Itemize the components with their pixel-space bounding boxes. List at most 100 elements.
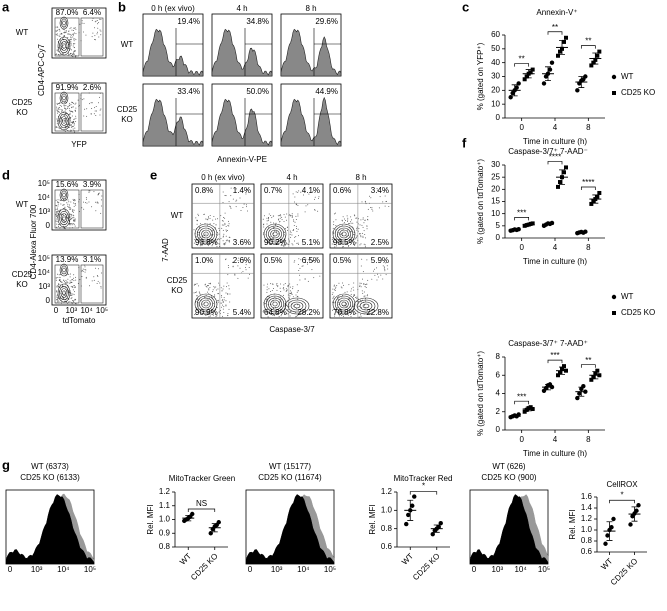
event-dot	[341, 314, 343, 316]
event-dot	[213, 286, 215, 288]
event-dot	[222, 229, 224, 231]
event-dot	[65, 112, 67, 114]
contour	[203, 301, 209, 307]
error-bar	[592, 194, 599, 204]
quadrant-percent: 6.5%	[302, 256, 320, 265]
event-dot	[57, 285, 59, 287]
row-label: WT	[121, 40, 134, 49]
event-dot	[221, 296, 223, 298]
contour	[339, 299, 349, 309]
event-dot	[356, 297, 358, 299]
event-dot	[223, 306, 225, 308]
event-dot	[268, 213, 270, 215]
event-dot	[58, 111, 60, 113]
row-label: CD25 KO	[167, 276, 188, 295]
event-dot	[75, 298, 77, 300]
event-dot	[371, 278, 373, 280]
event-dot	[63, 298, 65, 300]
event-dot	[218, 311, 220, 313]
event-dot	[99, 29, 101, 31]
event-dot	[71, 294, 73, 296]
event-dot	[73, 29, 75, 31]
event-dot	[225, 229, 227, 231]
x-axis-label: Time in culture (h)	[523, 137, 588, 146]
gate-percent: 13.9%	[56, 255, 79, 264]
quadrant-percent: 3.6%	[233, 238, 251, 247]
event-dot	[212, 230, 214, 232]
event-dot	[319, 275, 321, 277]
event-dot	[289, 233, 291, 235]
contour	[61, 265, 67, 275]
y-tick-label: 0.6	[381, 542, 393, 551]
event-dot	[72, 293, 74, 295]
significance: ***	[550, 351, 559, 360]
quadrant-percent: 28.2%	[297, 308, 320, 317]
event-dot	[227, 264, 229, 266]
event-dot	[57, 298, 59, 300]
event-dot	[93, 279, 95, 281]
event-dot	[214, 242, 216, 244]
event-dot	[280, 315, 282, 317]
legend-marker	[611, 74, 617, 80]
event-dot	[333, 285, 335, 287]
event-dot	[353, 231, 355, 233]
event-dot	[202, 235, 204, 237]
significance: ***	[517, 209, 526, 218]
event-dot	[69, 207, 71, 209]
event-dot	[85, 197, 87, 199]
event-dot	[364, 246, 366, 248]
event-dot	[345, 219, 347, 221]
event-dot	[60, 110, 62, 112]
event-dot	[71, 286, 73, 288]
event-dot	[63, 228, 65, 230]
y-tick-label: 2	[496, 407, 501, 416]
event-dot	[313, 198, 315, 200]
plot-frame	[260, 183, 324, 249]
event-dot	[85, 202, 87, 204]
event-dot	[270, 215, 272, 217]
event-dot	[343, 304, 345, 306]
gate-percent: 19.4%	[177, 17, 200, 26]
y-tick-label: 30	[491, 160, 500, 169]
event-dot	[67, 199, 69, 201]
event-dot	[339, 309, 341, 311]
event-dot	[283, 241, 285, 243]
x-tick-label: 10⁵	[96, 306, 108, 315]
event-dot	[333, 289, 335, 291]
event-dot	[216, 246, 218, 248]
event-dot	[56, 112, 58, 114]
event-dot	[281, 244, 283, 246]
event-dot	[73, 280, 75, 282]
y-tick-label: 0.9	[159, 528, 171, 537]
event-dot	[294, 260, 296, 262]
event-dot	[351, 219, 353, 221]
event-dot	[353, 310, 355, 312]
event-dot	[73, 217, 75, 219]
legend-marker	[611, 294, 617, 300]
gate-percent: 3.1%	[83, 255, 101, 264]
event-dot	[270, 283, 272, 285]
event-dot	[71, 211, 73, 213]
event-dot	[71, 115, 73, 117]
event-dot	[63, 105, 65, 107]
x-tick-label: 8	[586, 123, 591, 132]
event-dot	[70, 27, 72, 29]
event-dot	[59, 35, 61, 37]
event-dot	[279, 238, 281, 240]
event-dot	[278, 316, 280, 318]
event-dot	[386, 187, 388, 189]
event-dot	[359, 282, 361, 284]
x-tick-label: 10³	[66, 306, 78, 315]
event-dot	[66, 108, 68, 110]
event-dot	[222, 243, 224, 245]
event-dot	[58, 54, 60, 56]
contour	[60, 116, 68, 126]
event-dot	[222, 301, 224, 303]
event-dot	[82, 270, 84, 272]
histogram	[211, 98, 273, 147]
error-bar	[559, 169, 565, 185]
event-dot	[331, 243, 333, 245]
event-dot	[71, 33, 73, 35]
event-dot	[69, 39, 71, 41]
event-dot	[57, 286, 59, 288]
